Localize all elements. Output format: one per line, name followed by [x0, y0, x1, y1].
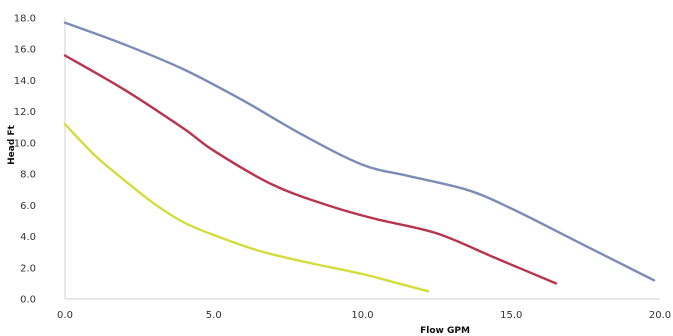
y-tick-label: 8.0	[20, 170, 36, 181]
y-tick-label: 16.0	[14, 45, 36, 56]
axes	[64, 18, 660, 300]
y-tick-label: 18.0	[14, 14, 36, 25]
y-tick-label: 6.0	[20, 201, 36, 212]
y-tick-label: 12.0	[14, 107, 36, 118]
x-tick-label: 20.0	[649, 310, 671, 321]
y-tick-label: 0.0	[20, 295, 36, 306]
y-tick-label: 10.0	[14, 138, 36, 149]
y-axis-title: Head Ft	[7, 124, 17, 164]
ticks: 0.0 2.0 4.0 6.0 8.0 10.0 12.0 14.0 16.0 18.0 0.0 5.…	[14, 14, 671, 322]
y-tick-label: 14.0	[14, 76, 36, 87]
x-axis-title: Flow GPM	[420, 326, 470, 336]
y-tick-label: 4.0	[20, 232, 36, 243]
series-line-3	[63, 123, 430, 293]
series	[63, 21, 656, 293]
series-line-1	[63, 21, 656, 282]
y-tick-label: 2.0	[20, 263, 36, 274]
x-tick-label: 5.0	[206, 310, 222, 321]
x-tick-label: 0.0	[57, 310, 73, 321]
x-tick-label: 10.0	[351, 310, 373, 321]
x-tick-label: 15.0	[500, 310, 522, 321]
series-line-2	[63, 54, 558, 285]
